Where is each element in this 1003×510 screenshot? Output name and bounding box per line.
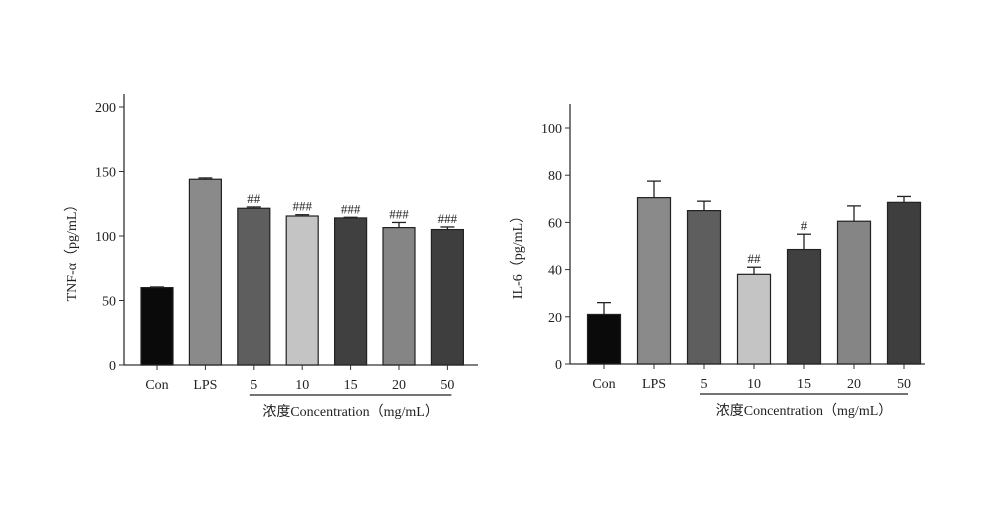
y-axis-label: IL-6（pg/mL） [510,209,526,299]
x-tick-label: 15 [344,378,358,393]
bar [786,248,822,365]
x-tick-label: 20 [847,377,861,392]
significance-label: ### [389,206,409,221]
bar [140,287,174,366]
y-axis-label: TNF-α（pg/mL） [64,198,80,302]
y-tick-label: 60 [548,216,562,231]
x-tick-label: 50 [897,377,911,392]
bar [237,207,271,366]
y-tick-label: 80 [548,169,562,184]
x-tick-label: 15 [797,377,811,392]
y-tick-label: 40 [548,264,562,279]
bar [430,228,464,366]
y-tick-label: 20 [548,311,562,326]
y-tick-label: 100 [95,230,116,245]
significance-label: ## [247,191,261,206]
x-tick-label: 5 [250,378,257,393]
x-tick-label: 10 [747,377,761,392]
x-tick-label: LPS [193,378,217,393]
bar [586,313,622,365]
x-axis-label: 浓度Concentration（mg/mL） [716,403,893,419]
x-tick-label: LPS [642,377,666,392]
x-tick-label: 50 [440,378,454,393]
bar [334,217,368,366]
y-tick-label: 200 [95,101,116,116]
y-tick-label: 50 [102,295,116,310]
bar [836,220,872,365]
significance-label: ### [438,211,458,226]
bar [188,178,222,366]
significance-label: ### [341,201,361,216]
y-tick-label: 150 [95,166,116,181]
significance-label: # [801,218,808,233]
x-tick-label: 10 [295,378,309,393]
bar [382,227,416,366]
x-tick-label: 20 [392,378,406,393]
y-tick-label: 100 [541,122,562,137]
significance-label: ### [292,199,312,214]
x-tick-label: Con [145,378,168,393]
y-tick-label: 0 [109,359,116,374]
y-tick-label: 0 [555,358,562,373]
x-axis-label: 浓度Concentration（mg/mL） [262,404,439,420]
significance-label: ## [748,251,762,266]
x-tick-label: Con [592,377,615,392]
bar [686,210,722,365]
bar [636,197,672,365]
bar [886,201,922,365]
bar [285,215,319,366]
x-tick-label: 5 [701,377,708,392]
bar [736,273,772,365]
